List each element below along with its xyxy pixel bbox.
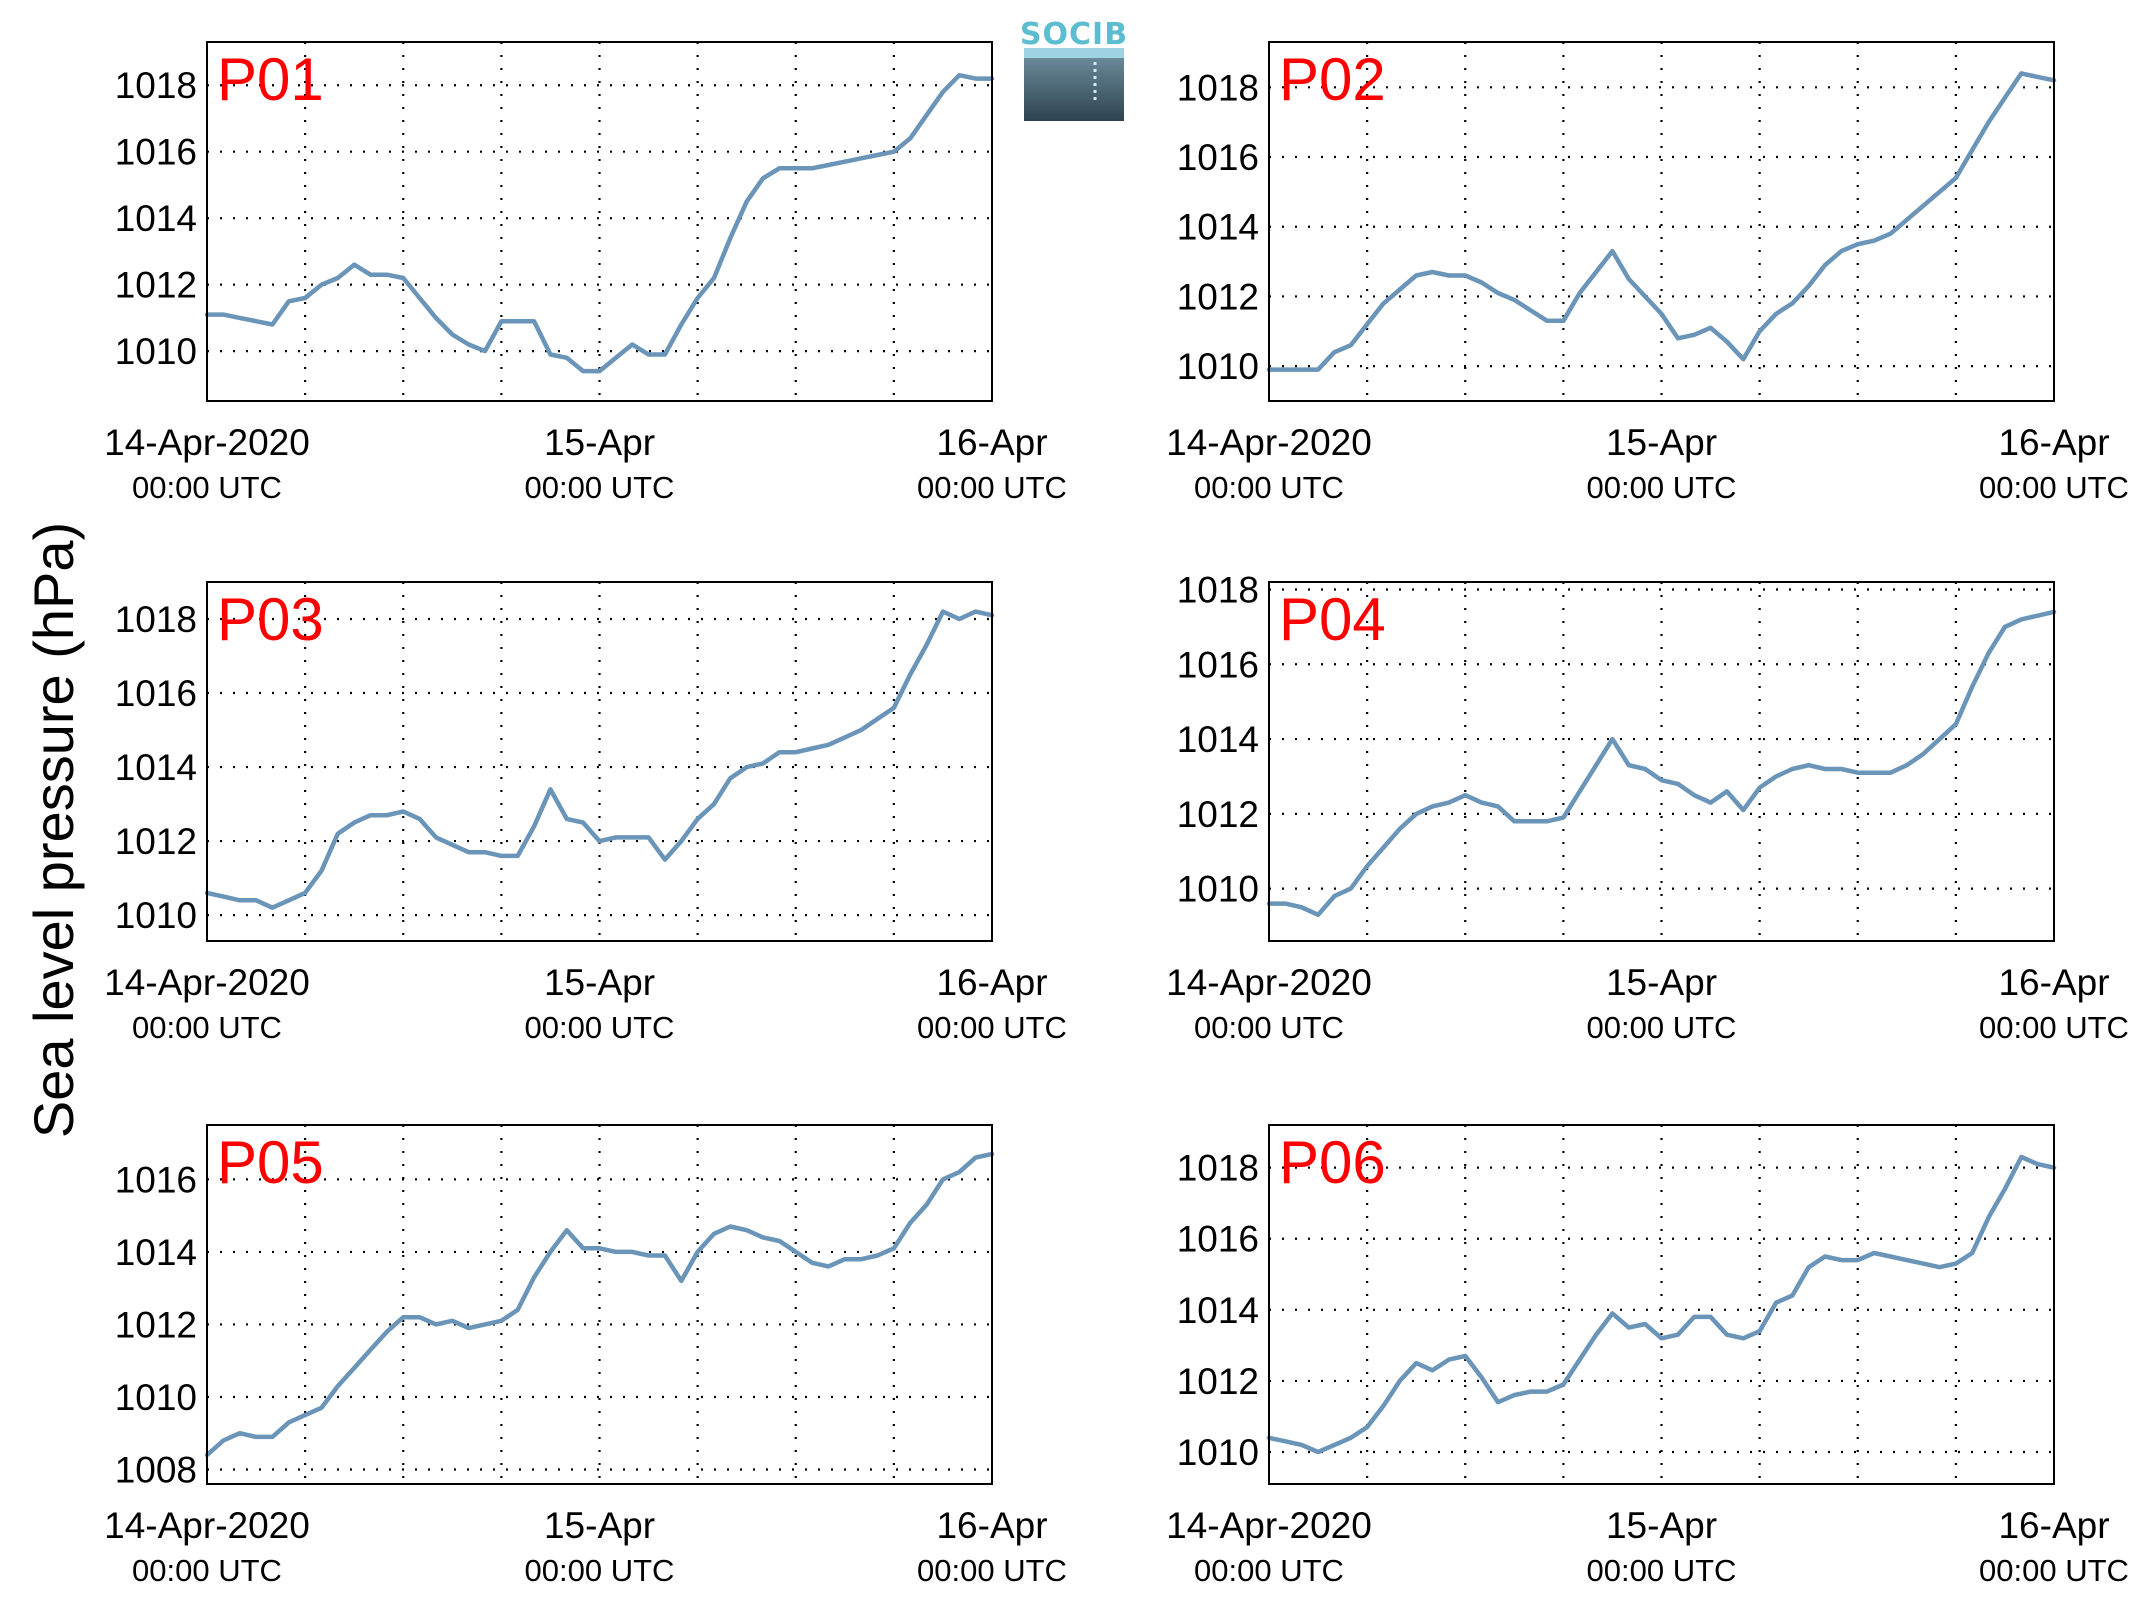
p02-ytick-label: 1016 — [1177, 137, 1259, 178]
panel-p05: 1008 1010 1012 1014 1016 14-Apr-2020 00:00 UTC… — [104, 1124, 1067, 1588]
p06-ytick-label: 1018 — [1177, 1148, 1259, 1189]
panel-p02: 1010 1012 1014 1016 1018 14-Apr-2020 00:00 UTC… — [1166, 41, 2129, 505]
p02-xtick-label: 15-Apr — [1606, 422, 1717, 463]
p02-xtick-sublabel: 00:00 UTC — [1194, 470, 1344, 505]
p06-xtick-sublabel: 00:00 UTC — [1194, 1553, 1344, 1588]
p05-xtick-label: 16-Apr — [936, 1505, 1047, 1546]
p03-panel-label: P03 — [217, 586, 324, 653]
p06-xtick-label: 16-Apr — [1998, 1505, 2109, 1546]
socib-logo: SOCIB — [1020, 17, 1128, 121]
p05-xtick-sublabel: 00:00 UTC — [917, 1553, 1067, 1588]
p04-ytick-label: 1016 — [1177, 644, 1259, 685]
p05-pressure-line — [204, 1151, 995, 1458]
logo-highlight — [1024, 48, 1124, 58]
panel-p04: 1010 1012 1014 1016 1018 14-Apr-2020 00:00 UTC… — [1166, 569, 2129, 1045]
p05-ytick-label: 1014 — [115, 1232, 197, 1273]
p03-ytick-label: 1014 — [115, 747, 197, 788]
p05-axes-frame — [206, 1124, 993, 1485]
p02-panel-label: P02 — [1279, 46, 1386, 113]
p04-axes-frame — [1268, 581, 2055, 942]
y-axis-title: Sea level pressure (hPa) — [22, 522, 85, 1138]
p04-xtick-label: 14-Apr-2020 — [1166, 962, 1372, 1003]
p04-panel-label: P04 — [1279, 586, 1386, 653]
p04-ytick-label: 1014 — [1177, 719, 1259, 760]
p04-xtick-sublabel: 00:00 UTC — [1587, 1010, 1737, 1045]
p05-ytick-label: 1008 — [115, 1449, 197, 1490]
p02-axes-frame — [1268, 41, 2055, 402]
p01-xtick-sublabel: 00:00 UTC — [132, 470, 282, 505]
p03-xtick-sublabel: 00:00 UTC — [132, 1010, 282, 1045]
logo-text: SOCIB — [1020, 17, 1128, 52]
p03-xtick-label: 14-Apr-2020 — [104, 962, 310, 1003]
p06-ytick-label: 1016 — [1177, 1219, 1259, 1260]
p04-ytick-label: 1012 — [1177, 794, 1259, 835]
logo-wave-block — [1024, 52, 1124, 121]
p05-xtick-sublabel: 00:00 UTC — [525, 1553, 675, 1588]
p06-ytick-label: 1012 — [1177, 1361, 1259, 1402]
p03-axes-frame — [206, 581, 993, 942]
panel-p01: 1010 1012 1014 1016 1018 14-Apr-2020 00:00 UTC… — [104, 41, 1067, 505]
p03-xtick-label: 15-Apr — [544, 962, 655, 1003]
p05-ytick-label: 1016 — [115, 1159, 197, 1200]
p06-ytick-label: 1010 — [1177, 1432, 1259, 1473]
p06-xtick-sublabel: 00:00 UTC — [1587, 1553, 1737, 1588]
p02-xtick-sublabel: 00:00 UTC — [1979, 470, 2129, 505]
p01-ytick-label: 1010 — [115, 331, 197, 372]
p06-xtick-sublabel: 00:00 UTC — [1979, 1553, 2129, 1588]
p03-ytick-label: 1010 — [115, 895, 197, 936]
p06-xtick-label: 14-Apr-2020 — [1166, 1505, 1372, 1546]
p06-axes-frame — [1268, 1124, 2055, 1485]
p03-ytick-label: 1016 — [115, 673, 197, 714]
p02-xtick-label: 14-Apr-2020 — [1166, 422, 1372, 463]
p01-xtick-sublabel: 00:00 UTC — [917, 470, 1067, 505]
p04-ytick-label: 1018 — [1177, 569, 1259, 610]
p02-ytick-label: 1018 — [1177, 67, 1259, 108]
p01-axes-frame — [206, 41, 993, 402]
p03-ytick-label: 1012 — [115, 821, 197, 862]
p06-ytick-label: 1014 — [1177, 1290, 1259, 1331]
p02-ytick-label: 1010 — [1177, 346, 1259, 387]
p04-pressure-line — [1266, 609, 2057, 918]
p05-xtick-label: 14-Apr-2020 — [104, 1505, 310, 1546]
p03-xtick-sublabel: 00:00 UTC — [525, 1010, 675, 1045]
p01-ytick-label: 1018 — [115, 65, 197, 106]
p04-xtick-sublabel: 00:00 UTC — [1979, 1010, 2129, 1045]
p05-ytick-label: 1012 — [115, 1304, 197, 1345]
panel-p06: 1010 1012 1014 1016 1018 14-Apr-2020 00:00 UTC… — [1166, 1124, 2129, 1588]
p05-panel-label: P05 — [217, 1129, 324, 1196]
p01-xtick-label: 15-Apr — [544, 422, 655, 463]
p06-pressure-line — [1266, 1154, 2057, 1455]
p04-ytick-label: 1010 — [1177, 869, 1259, 910]
p03-xtick-sublabel: 00:00 UTC — [917, 1010, 1067, 1045]
p01-xtick-label: 16-Apr — [936, 422, 1047, 463]
p02-ytick-label: 1012 — [1177, 276, 1259, 317]
p01-pressure-line — [204, 72, 995, 374]
p04-xtick-sublabel: 00:00 UTC — [1194, 1010, 1344, 1045]
p02-ytick-label: 1014 — [1177, 207, 1259, 248]
p01-panel-label: P01 — [217, 46, 324, 113]
p05-ytick-label: 1010 — [115, 1377, 197, 1418]
p04-xtick-label: 15-Apr — [1606, 962, 1717, 1003]
p01-ytick-label: 1014 — [115, 198, 197, 239]
p03-xtick-label: 16-Apr — [936, 962, 1047, 1003]
p01-xtick-label: 14-Apr-2020 — [104, 422, 310, 463]
panels: 1010 1012 1014 1016 1018 14-Apr-2020 00:00 UTC… — [104, 41, 2129, 1588]
p02-xtick-sublabel: 00:00 UTC — [1587, 470, 1737, 505]
p02-xtick-label: 16-Apr — [1998, 422, 2109, 463]
p05-xtick-sublabel: 00:00 UTC — [132, 1553, 282, 1588]
p01-xtick-sublabel: 00:00 UTC — [525, 470, 675, 505]
p03-ytick-label: 1018 — [115, 599, 197, 640]
p03-pressure-line — [204, 609, 995, 910]
p05-xtick-label: 15-Apr — [544, 1505, 655, 1546]
p01-ytick-label: 1016 — [115, 132, 197, 173]
p02-pressure-line — [1266, 71, 2057, 372]
p04-xtick-label: 16-Apr — [1998, 962, 2109, 1003]
panel-p03: 1010 1012 1014 1016 1018 14-Apr-2020 00:00 UTC… — [104, 581, 1067, 1045]
p06-panel-label: P06 — [1279, 1129, 1386, 1196]
p01-ytick-label: 1012 — [115, 265, 197, 306]
p06-xtick-label: 15-Apr — [1606, 1505, 1717, 1546]
